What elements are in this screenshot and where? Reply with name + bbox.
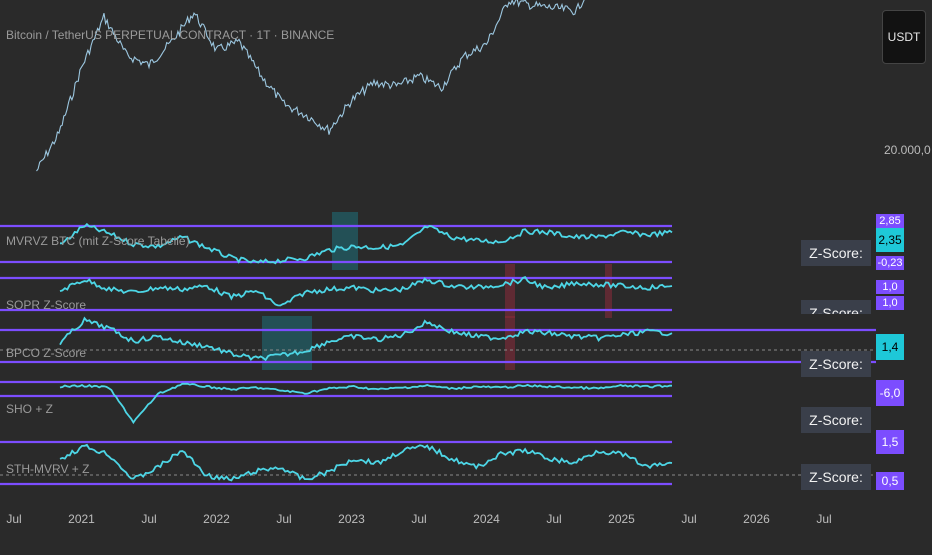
pane-label-sho: SHO + Z: [6, 402, 54, 416]
pane-label-sopr: SOPR Z-Score: [6, 298, 87, 312]
axis-tag-mvrvz-lower: -0,23: [876, 256, 904, 270]
pane-label-bpco: BPCO Z-Score: [6, 346, 87, 360]
zscore-box-sopr: Z-Score: 0.00: [801, 300, 871, 314]
indicator-line-sho: [59, 382, 673, 425]
zscore-box-sho: Z-Score: 0.39: [801, 407, 871, 433]
x-tick-label: Jul: [141, 512, 157, 526]
x-tick-label: Jul: [411, 512, 427, 526]
axis-tag-mvrvz-value: 2,35: [876, 228, 904, 252]
axis-tag-sopr-upper: 1,0: [876, 280, 904, 294]
x-tick-label: 2024: [473, 512, 500, 526]
highlight-zone-sopr-1: [605, 264, 612, 318]
x-tick-label: 2026: [743, 512, 770, 526]
axis-tag-mvrvz-upper: 2,85: [876, 214, 904, 228]
x-tick-label: Jul: [816, 512, 832, 526]
highlight-zone-mvrvz-0: [332, 212, 358, 270]
x-tick-label: Jul: [276, 512, 292, 526]
axis-tag-sho-value: -6,0: [876, 380, 904, 406]
pane-label-sth-mvrv: STH-MVRV + Z: [6, 462, 90, 476]
x-tick-label: 2022: [203, 512, 230, 526]
currency-button[interactable]: USDT: [882, 10, 926, 64]
highlight-zone-sopr-0: [505, 264, 515, 318]
axis-tag-sth-lower: 0,5: [876, 472, 904, 490]
x-tick-label: Jul: [681, 512, 697, 526]
indicator-line-mvrvz: [60, 222, 673, 265]
x-tick-label: 2021: [68, 512, 95, 526]
x-tick-label: Jul: [6, 512, 22, 526]
pane-label-mvrvz: MVRVZ BTC (mit Z-Score Tabelle): [6, 234, 190, 248]
x-tick-label: 2025: [608, 512, 635, 526]
x-tick-label: Jul: [546, 512, 562, 526]
price-axis-label: 20.000,0: [884, 143, 931, 157]
zscore-box-mvrvz: Z-Score: 0.53: [801, 240, 871, 266]
axis-tag-sth-upper: 1,5: [876, 430, 904, 454]
highlight-zone-bpco-1: [505, 316, 515, 370]
price-series-line: [36, 0, 585, 172]
x-tick-label: 2023: [338, 512, 365, 526]
indicator-line-sth-mvrv: [59, 443, 673, 482]
axis-tag-sopr-lower: 1,0: [876, 296, 904, 310]
chart-title: Bitcoin / TetherUS PERPETUAL CONTRACT · …: [6, 28, 335, 42]
indicator-line-sopr: [59, 276, 673, 307]
zscore-box-bpco: Z-Score: 0.34: [801, 351, 871, 377]
zscore-box-sth-mvrv: Z-Score: 0.16: [801, 464, 871, 490]
axis-tag-bpco-value: 1,4: [876, 334, 904, 360]
indicator-line-bpco: [59, 316, 673, 362]
